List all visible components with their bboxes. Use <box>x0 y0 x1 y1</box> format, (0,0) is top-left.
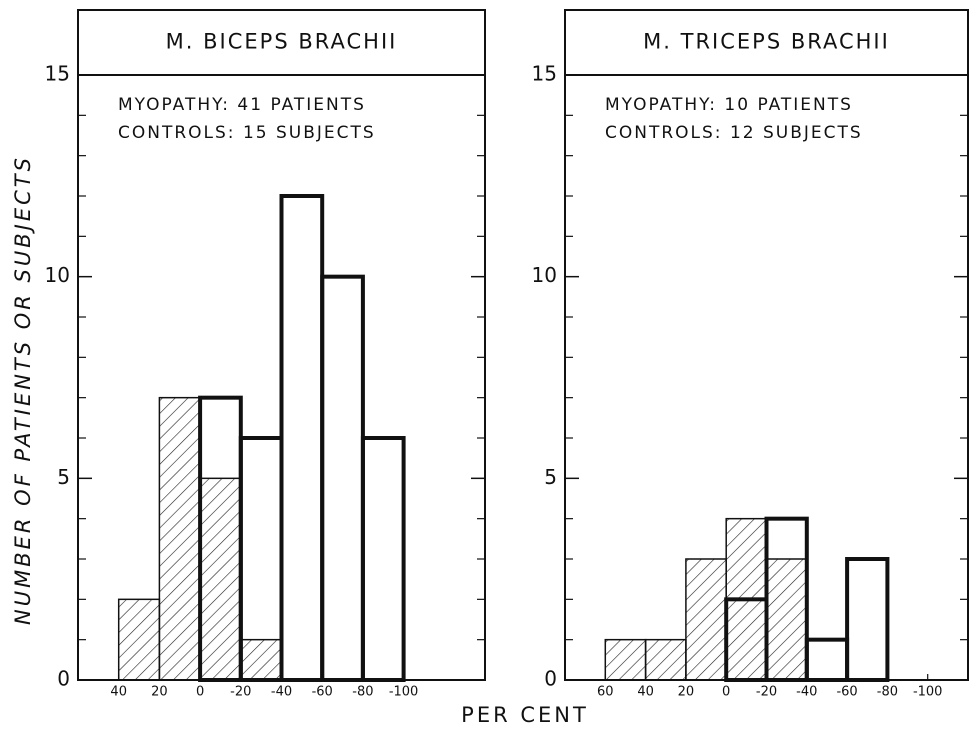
x-tick-label: 0 <box>722 685 730 700</box>
panel-frame <box>77 9 486 681</box>
x-tick-label: -20 <box>756 685 777 700</box>
x-tick-label: -60 <box>312 685 333 700</box>
x-tick-label: 20 <box>678 685 695 700</box>
x-tick-label: -100 <box>389 685 419 700</box>
annotation: CONTROLS: 15 SUBJECTS <box>118 123 376 143</box>
x-tick-label: 40 <box>110 685 127 700</box>
hatched-bar <box>199 477 242 681</box>
hatched-bar <box>604 638 647 681</box>
y-tick-label: 10 <box>45 263 70 287</box>
y-axis-label: NUMBER OF PATIENTS OR SUBJECTS <box>11 155 35 625</box>
outline-bar <box>360 436 406 682</box>
y-tick-label: 0 <box>57 667 70 691</box>
hatched-bar <box>685 558 727 681</box>
outline-bar <box>279 194 325 682</box>
x-tick-label: -40 <box>796 685 817 700</box>
x-tick-label: -80 <box>877 685 898 700</box>
x-tick-label: -60 <box>836 685 857 700</box>
x-tick-label: -40 <box>271 685 292 700</box>
x-tick-label: -100 <box>913 685 943 700</box>
y-tick-label: 15 <box>45 62 70 86</box>
hatched-bar <box>644 638 687 681</box>
panel-title: M. TRICEPS BRACHII <box>643 30 890 54</box>
x-tick-label: 40 <box>637 685 654 700</box>
panel-frame <box>564 9 969 681</box>
panel-title: M. BICEPS BRACHII <box>166 30 398 54</box>
outline-bar <box>804 637 850 683</box>
hatched-bar <box>240 638 283 681</box>
x-tick-label: -80 <box>352 685 373 700</box>
outline-bar <box>320 274 365 682</box>
annotation: MYOPATHY: 41 PATIENTS <box>118 95 366 115</box>
x-tick-label: 20 <box>151 685 168 700</box>
hatched-bar <box>158 396 201 681</box>
outline-bar <box>845 557 890 682</box>
hatched-bar <box>117 598 161 681</box>
y-tick-label: 10 <box>532 263 557 287</box>
y-tick-label: 0 <box>544 667 557 691</box>
annotation: CONTROLS: 12 SUBJECTS <box>605 123 863 143</box>
x-tick-label: -20 <box>230 685 251 700</box>
y-tick-label: 5 <box>57 465 70 489</box>
hatched-bar <box>765 558 808 681</box>
y-tick-label: 15 <box>532 62 557 86</box>
annotation: MYOPATHY: 10 PATIENTS <box>605 95 853 115</box>
x-axis-label: PER CENT <box>461 703 589 727</box>
y-tick-label: 5 <box>544 465 557 489</box>
x-tick-label: 60 <box>597 685 614 700</box>
x-tick-label: 0 <box>196 685 204 700</box>
